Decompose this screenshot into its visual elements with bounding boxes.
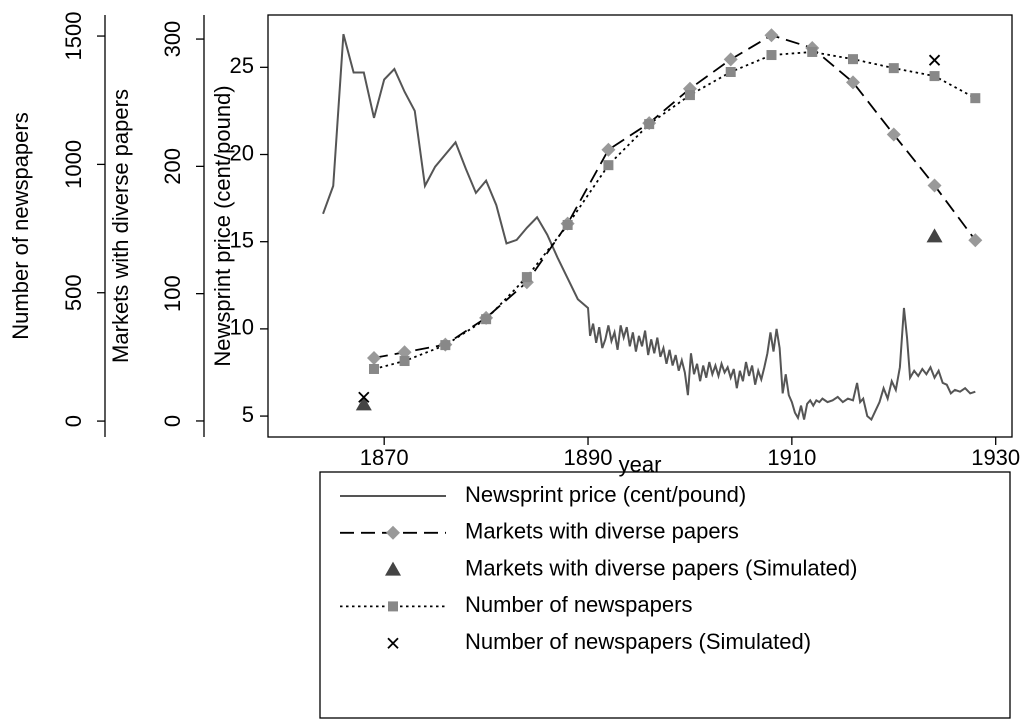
y-axis-label: Newsprint price (cent/pound) — [210, 85, 235, 366]
x-axis-label: year — [619, 452, 662, 477]
square-marker — [399, 356, 410, 367]
y-tick-label: 5 — [242, 402, 254, 427]
square-marker — [807, 46, 818, 57]
y2-tick-label: 0 — [160, 415, 185, 427]
triangle-marker — [355, 396, 372, 411]
x-tick-label: 1910 — [767, 445, 816, 470]
diamond-marker — [846, 75, 861, 90]
square-marker — [388, 601, 398, 612]
square-marker — [766, 50, 777, 61]
square-marker — [368, 363, 379, 374]
plot-frame — [267, 14, 1013, 438]
triangle-marker — [385, 561, 401, 576]
y2-tick-label: 100 — [160, 275, 185, 312]
series-line — [373, 51, 976, 370]
diamond-marker — [886, 127, 901, 142]
cross-marker — [928, 54, 941, 66]
diamond-marker — [764, 28, 779, 43]
y-tick-label: 20 — [230, 140, 254, 165]
legend-frame — [319, 471, 1011, 719]
square-marker — [603, 160, 614, 171]
square-marker — [929, 71, 940, 82]
series-line — [322, 33, 976, 422]
y3-tick-label: 1500 — [61, 12, 86, 61]
y2-tick-label: 300 — [160, 21, 185, 58]
x-tick-label: 1890 — [564, 445, 613, 470]
legend-label: Markets with diverse papers — [465, 519, 739, 544]
square-marker — [888, 63, 899, 74]
legend-label: Markets with diverse papers (Simulated) — [465, 555, 857, 580]
square-marker — [644, 119, 655, 130]
square-marker — [970, 93, 981, 104]
diamond-marker — [366, 350, 381, 365]
legend-label: Number of newspapers — [465, 592, 692, 617]
y3-axis-label: Number of newspapers — [8, 112, 33, 339]
y2-axis-label: Markets with diverse papers — [108, 89, 133, 363]
diamond-marker — [397, 345, 412, 360]
diamond-marker — [927, 178, 942, 193]
legend-label: Newsprint price (cent/pound) — [465, 482, 746, 507]
y-tick-label: 10 — [230, 315, 254, 340]
y3-tick-label: 500 — [61, 274, 86, 311]
series-line — [373, 34, 977, 359]
square-marker — [481, 314, 492, 325]
square-marker — [562, 219, 573, 230]
square-marker — [725, 66, 736, 77]
y-tick-label: 15 — [230, 228, 254, 253]
square-marker — [848, 54, 859, 65]
square-marker — [684, 90, 695, 101]
square-marker — [440, 340, 451, 351]
y3-tick-label: 0 — [61, 415, 86, 427]
diamond-marker — [386, 525, 400, 540]
x-tick-label: 1870 — [360, 445, 409, 470]
triangle-marker — [926, 228, 943, 243]
diamond-marker — [601, 142, 616, 157]
x-tick-label: 1930 — [971, 445, 1020, 470]
diamond-marker — [968, 233, 983, 248]
diamond-marker — [723, 52, 738, 67]
cross-marker — [358, 391, 370, 403]
legend-label: Number of newspapers (Simulated) — [465, 629, 811, 654]
y2-tick-label: 200 — [160, 148, 185, 185]
y3-tick-label: 1000 — [61, 140, 86, 189]
y-tick-label: 25 — [230, 53, 254, 78]
square-marker — [521, 272, 532, 283]
cross-marker — [387, 637, 399, 649]
